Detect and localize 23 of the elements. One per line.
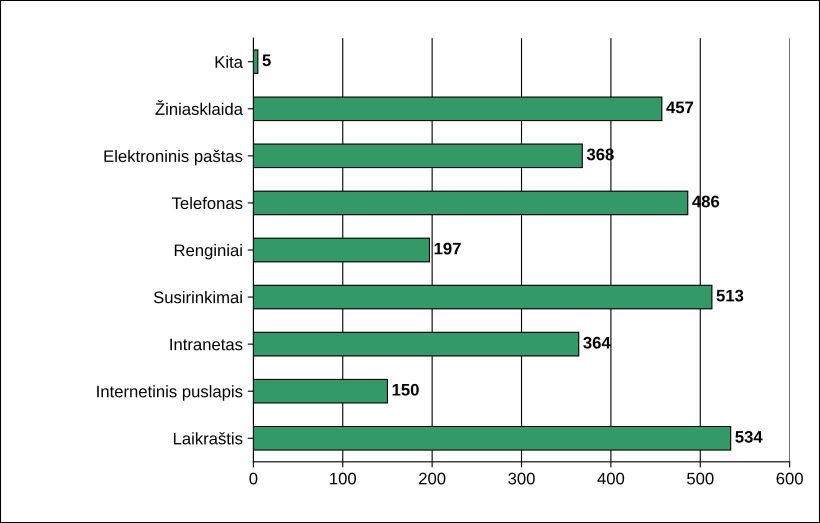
y-tick-label: Laikraštis bbox=[174, 432, 242, 444]
x-tick-label: 400 bbox=[597, 472, 624, 484]
data-label: 513 bbox=[716, 290, 744, 302]
x-tick-label: 300 bbox=[508, 472, 535, 484]
data-label: 457 bbox=[666, 102, 694, 114]
data-label: 534 bbox=[735, 430, 763, 443]
y-tick-label: Elektroninis paštas bbox=[104, 150, 242, 166]
data-label: 5 bbox=[262, 54, 271, 66]
data-label: 150 bbox=[392, 384, 419, 396]
y-tick-label: Kita bbox=[216, 56, 243, 68]
data-label: 364 bbox=[583, 336, 611, 349]
x-tick-label: 0 bbox=[249, 472, 258, 484]
x-tick-label: 500 bbox=[687, 472, 714, 484]
x-tick-label: 600 bbox=[776, 472, 803, 484]
y-tick-label: Žiniasklaida bbox=[155, 100, 243, 115]
y-tick-label: Telefonas bbox=[172, 196, 242, 210]
data-label: 197 bbox=[434, 242, 461, 254]
x-tick-label: 100 bbox=[330, 472, 356, 484]
y-tick-label: Susirinkimai bbox=[154, 291, 242, 304]
x-tick-label: 200 bbox=[419, 472, 446, 484]
y-tick-label: Renginiai bbox=[174, 244, 242, 260]
y-tick-label: Internetinis puslapis bbox=[97, 385, 242, 401]
y-tick-label: Intranetas bbox=[170, 338, 242, 350]
